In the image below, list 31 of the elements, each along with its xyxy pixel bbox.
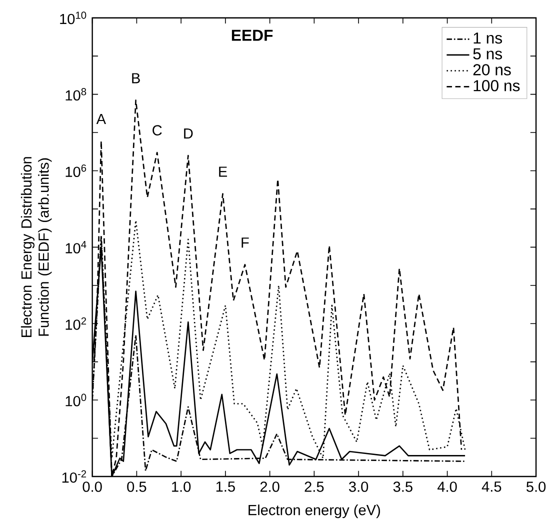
text: EEDF bbox=[232, 30, 273, 41]
y-tick-label: 10$^{-2}$ bbox=[62, 470, 86, 483]
x-tick-label: 2.0 bbox=[260, 482, 280, 492]
y-tick-label: 10$^{8}$ bbox=[66, 88, 86, 101]
annotation: D bbox=[184, 128, 193, 138]
legend-label: 5 ns bbox=[473, 48, 502, 60]
y-tick-label: 10$^{10}$ bbox=[60, 12, 86, 24]
y-tick-label: 10$^{2}$ bbox=[66, 317, 86, 330]
annotation: E bbox=[219, 166, 227, 177]
x-tick-label: 4.5 bbox=[482, 482, 502, 492]
x-tick-label: 5.0 bbox=[526, 482, 546, 492]
annotation: B bbox=[132, 73, 140, 84]
x-tick-label: 3.0 bbox=[348, 482, 368, 492]
x-tick-label: 1.0 bbox=[172, 482, 191, 492]
annotation: A bbox=[96, 114, 106, 124]
x-tick-label: 0.5 bbox=[127, 482, 146, 492]
y-tick-label: 10$^{4}$ bbox=[66, 240, 86, 254]
legend-label: 20 ns bbox=[473, 64, 511, 76]
x-tick-label: 2.5 bbox=[304, 482, 324, 492]
x-axis-title: Electron energy (eV) bbox=[248, 504, 380, 518]
annotation: C bbox=[152, 125, 162, 136]
legend-label: 100 ns bbox=[474, 80, 520, 92]
y-tick-label: 10$^{0}$ bbox=[66, 394, 86, 406]
legend-label: 1 ns bbox=[474, 32, 502, 44]
x-tick-label: 4.0 bbox=[438, 482, 457, 492]
y-tick-label: 10$^{6}$ bbox=[66, 164, 86, 177]
annotation: F bbox=[242, 238, 249, 248]
x-tick-label: 3.5 bbox=[393, 482, 412, 492]
x-tick-label: 0.0 bbox=[82, 482, 102, 492]
y-axis-title: Electron Energy Distribution Function (EEDF) (arb.units) bbox=[20, 157, 52, 337]
x-tick-label: 1.5 bbox=[216, 482, 235, 492]
